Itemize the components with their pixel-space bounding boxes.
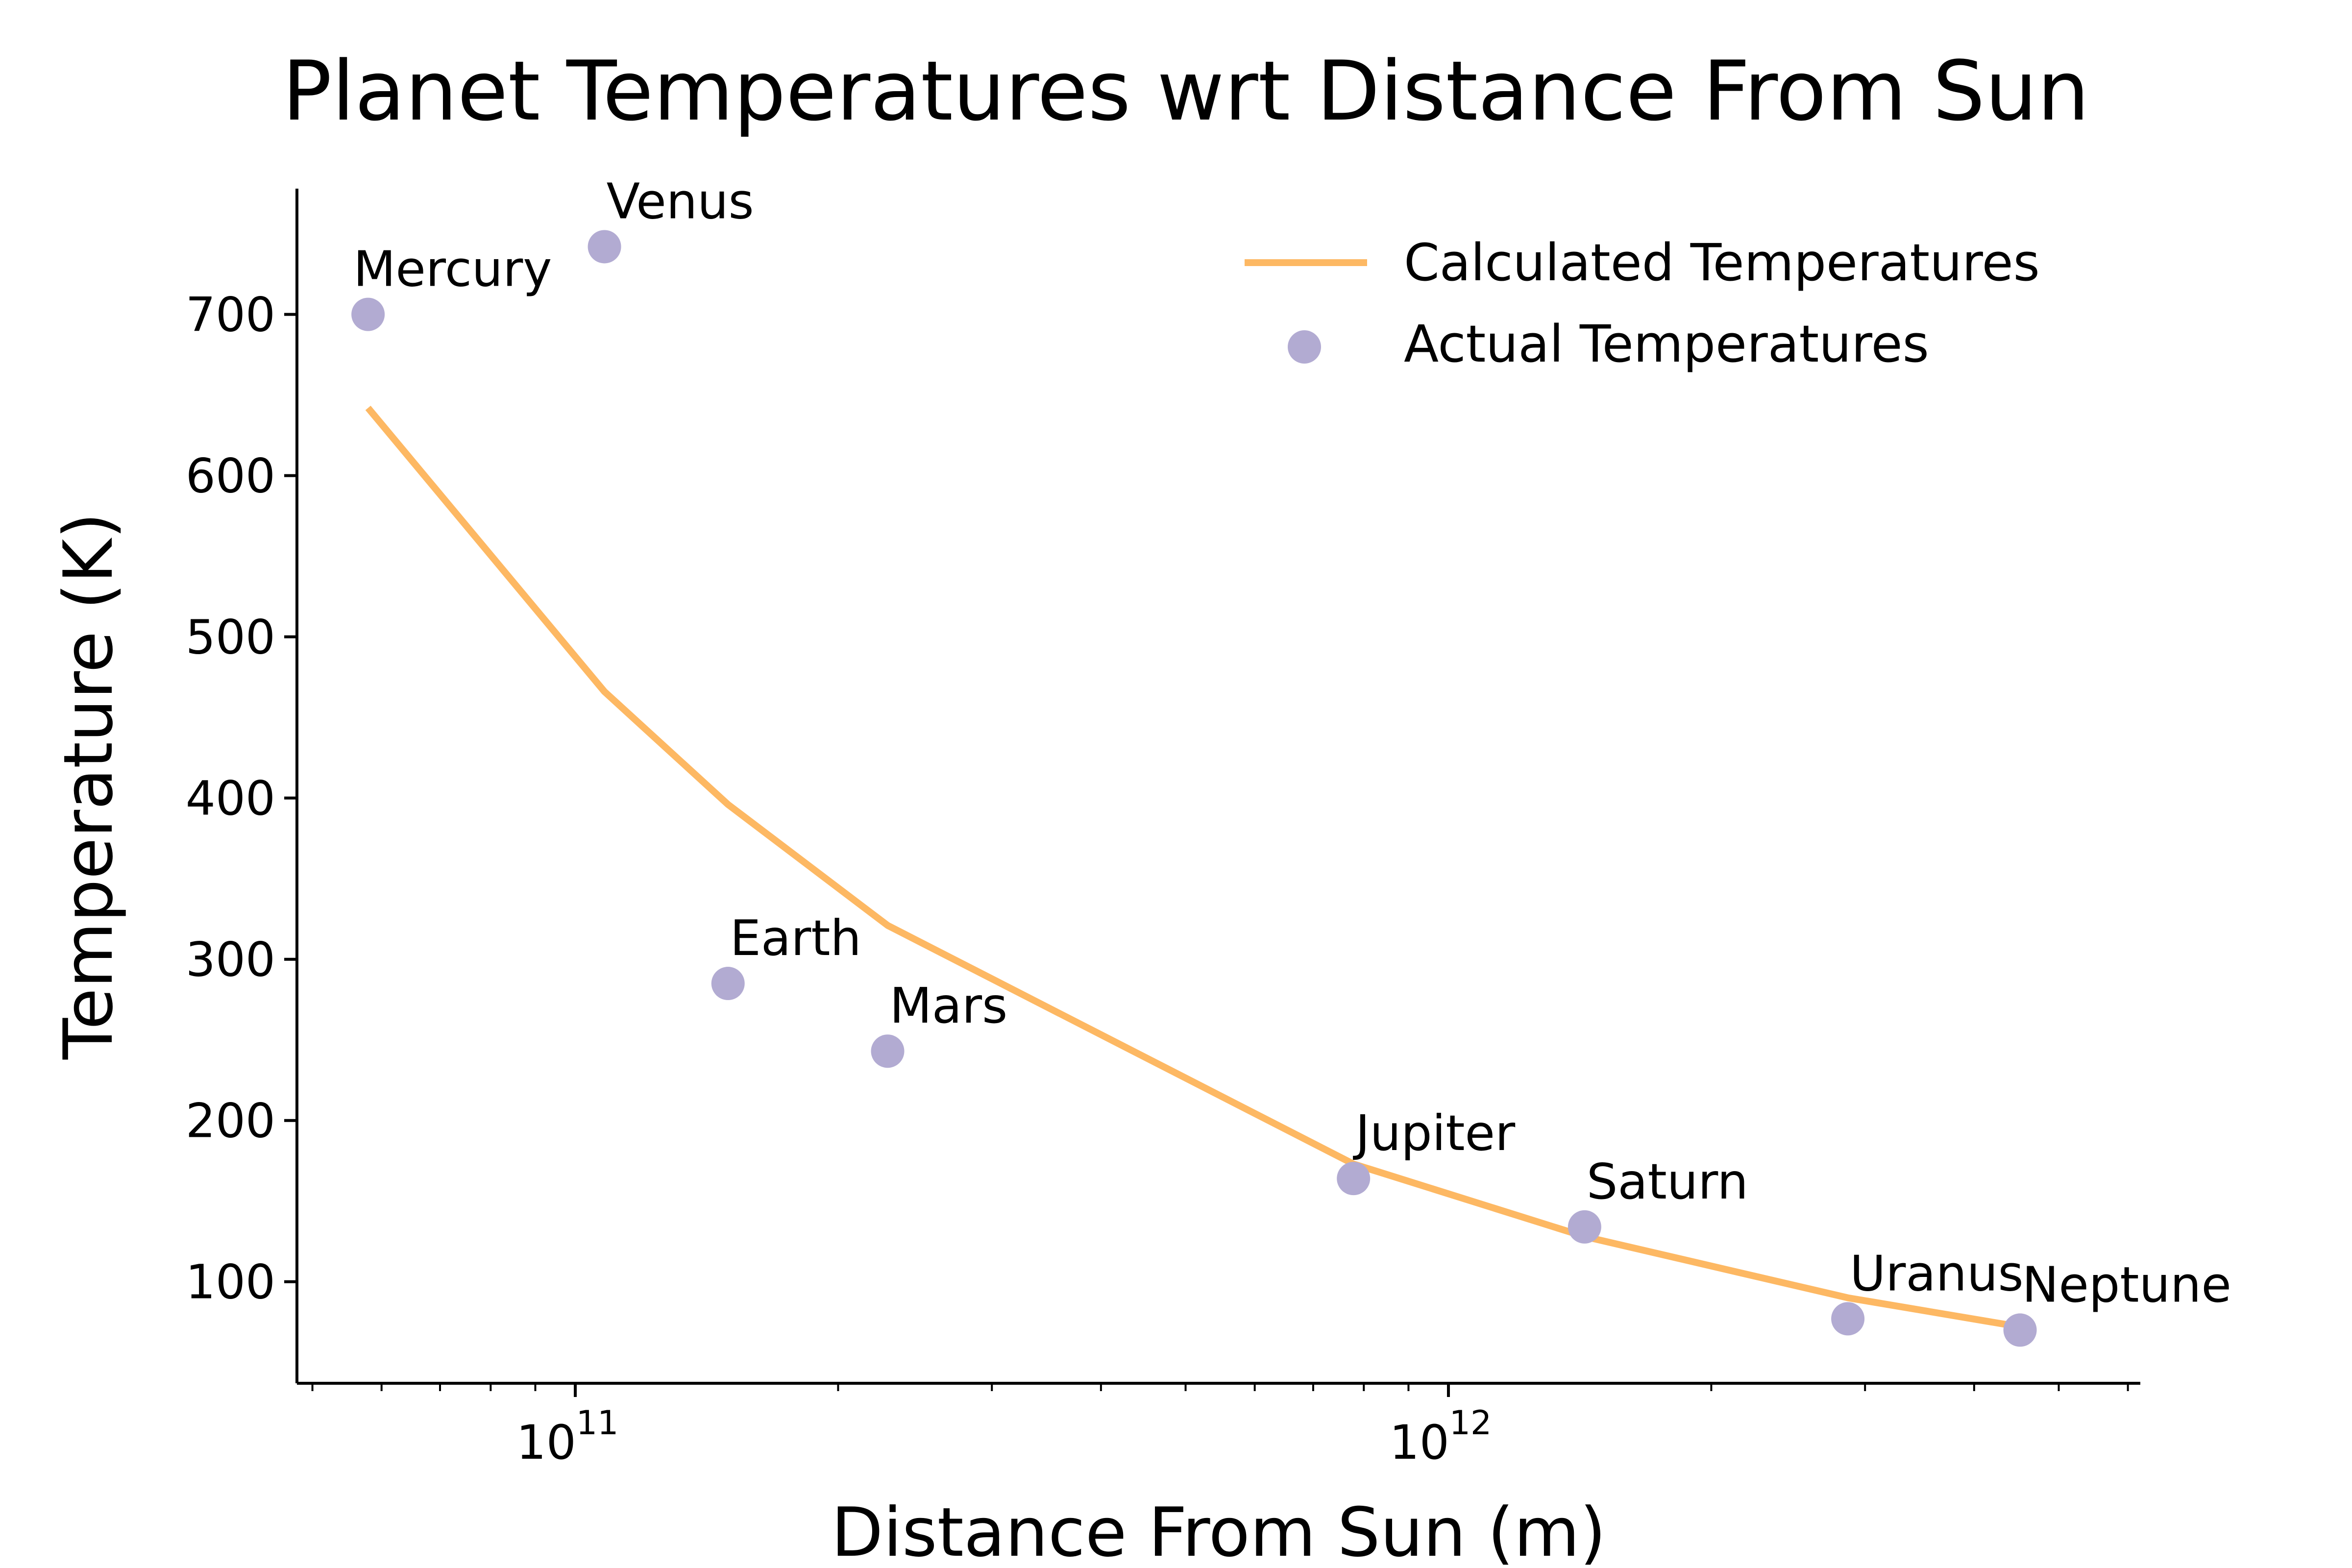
y-axis-label: Temperature (K) <box>49 513 128 1060</box>
x-tick-label: 1011 <box>516 1404 619 1470</box>
y-tick-label: 200 <box>186 1094 275 1149</box>
actual-temperature-point <box>2003 1313 2037 1347</box>
legend-marker-swatch <box>1288 330 1321 364</box>
x-tick-base: 10 <box>516 1415 576 1470</box>
calculated-temperature-line <box>365 406 2021 1330</box>
x-axis-label: Distance From Sun (m) <box>831 1493 1606 1568</box>
actual-temperature-point <box>351 297 385 331</box>
planet-label: Jupiter <box>1352 1104 1516 1162</box>
planet-label: Earth <box>730 909 861 967</box>
x-tick-label: 1012 <box>1390 1404 1492 1470</box>
actual-temperature-point <box>871 1034 905 1068</box>
actual-temperature-point <box>1568 1210 1601 1244</box>
x-tick-exponent: 11 <box>576 1404 619 1443</box>
y-tick-label: 700 <box>186 288 275 343</box>
actual-temperature-point <box>1337 1162 1371 1196</box>
plot-area: Mercury Venus Earth Mars Jupiter Saturn Uranus… <box>351 172 2231 1347</box>
y-tick-label: 600 <box>186 449 275 504</box>
x-tick-exponent: 12 <box>1449 1404 1492 1443</box>
x-axis-ticks: 1011 1012 <box>311 1383 2129 1470</box>
actual-temperature-point <box>711 967 745 1001</box>
planet-label: Saturn <box>1587 1153 1748 1210</box>
chart-title: Planet Temperatures wrt Distance From Su… <box>282 43 2089 139</box>
y-axis-ticks: 100 200 300 400 500 600 700 <box>186 288 297 1310</box>
planet-label: Venus <box>607 172 754 230</box>
planet-label: Mars <box>890 977 1008 1034</box>
planet-label: Neptune <box>2022 1256 2231 1313</box>
y-tick-label: 100 <box>186 1255 275 1310</box>
y-tick-label: 300 <box>186 932 275 987</box>
y-tick-label: 400 <box>186 771 275 826</box>
y-tick-label: 500 <box>186 610 275 665</box>
planet-label: Mercury <box>353 241 552 298</box>
legend-label-calculated: Calculated Temperatures <box>1404 233 2040 293</box>
legend-label-actual: Actual Temperatures <box>1404 314 1929 374</box>
planet-label: Uranus <box>1850 1245 2023 1302</box>
actual-temperature-point <box>1831 1302 1865 1336</box>
actual-temperature-point <box>588 230 621 264</box>
legend: Calculated Temperatures Actual Temperatur… <box>1245 233 2040 374</box>
x-tick-base: 10 <box>1390 1415 1449 1470</box>
